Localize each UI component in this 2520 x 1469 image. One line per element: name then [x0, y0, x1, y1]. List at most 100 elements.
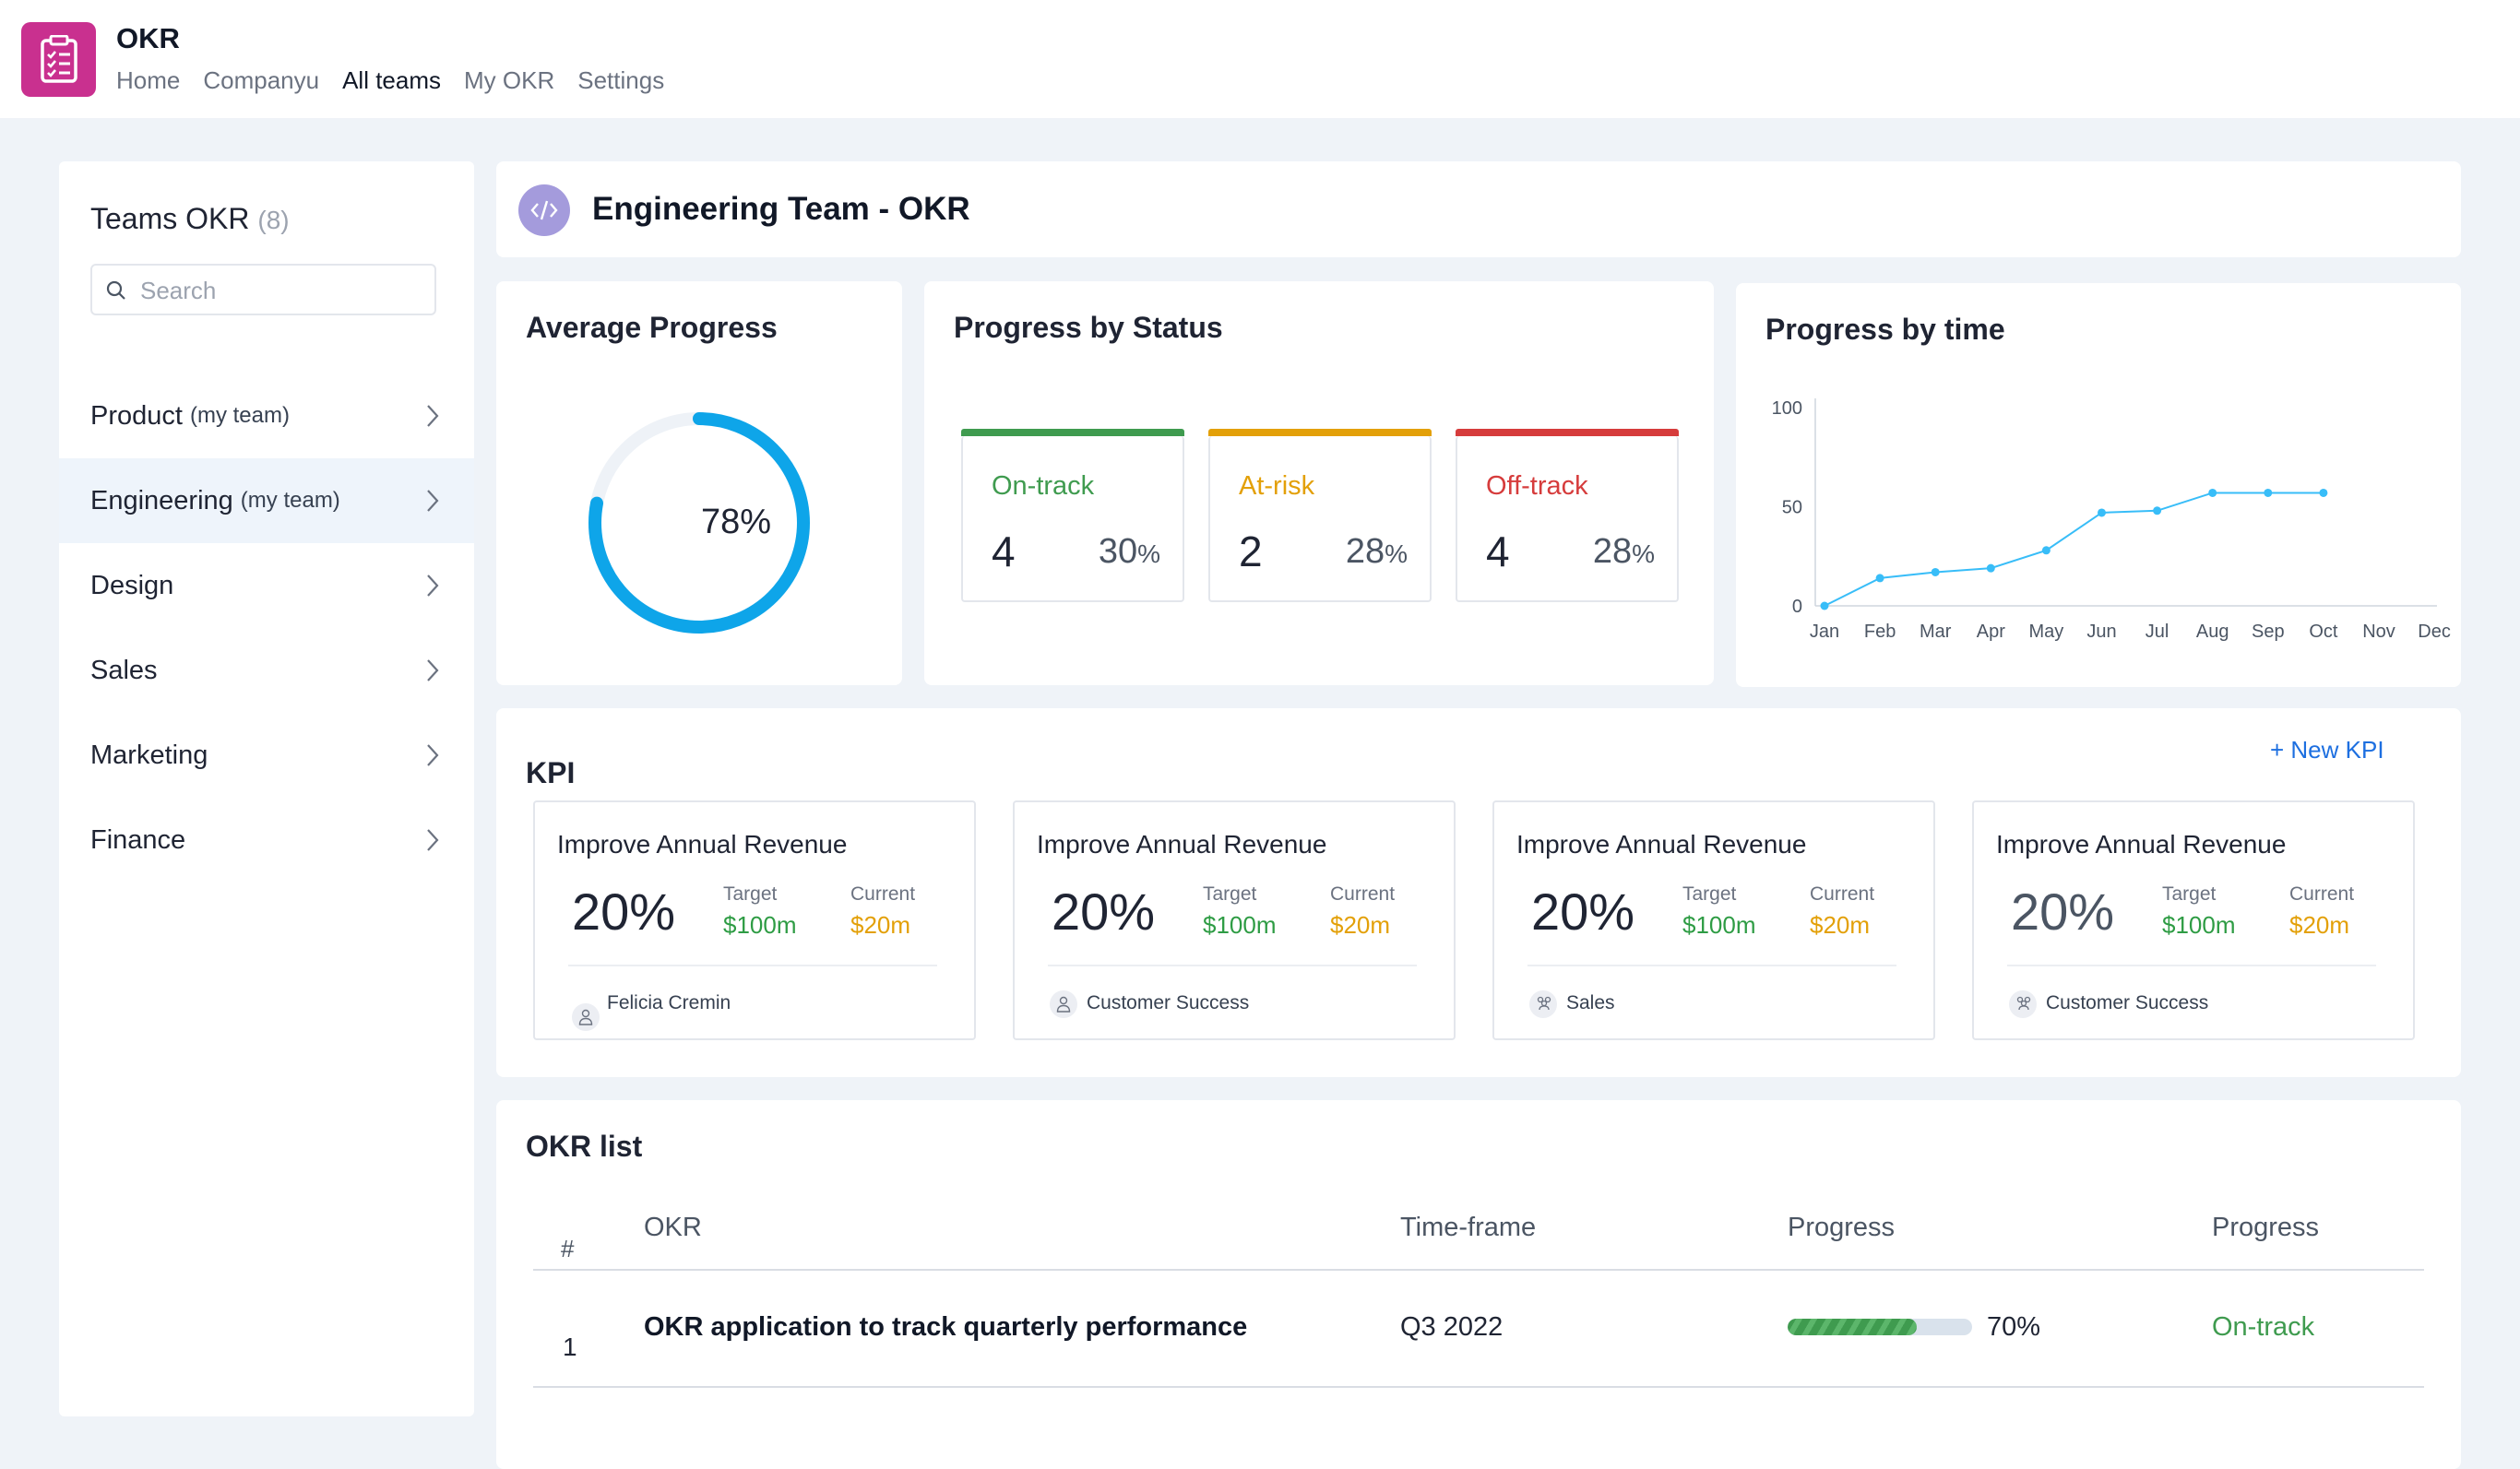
column-header-status[interactable]: Progress	[2212, 1213, 2320, 1242]
x-tick-label: Mar	[1920, 622, 1952, 642]
kpi-card[interactable]: Improve Annual Revenue 20% Target $100m …	[1013, 800, 1456, 1040]
sidebar-title-text: Teams OKR	[90, 202, 250, 235]
kpi-current-value: $20m	[1330, 911, 1391, 939]
status-color-bar	[1456, 429, 1679, 436]
status-count: 4	[1486, 527, 1510, 575]
sidebar-item-engineering[interactable]: Engineering (my team)	[59, 458, 474, 543]
okr-progress-value: 70%	[1987, 1312, 2041, 1342]
average-progress-card: Average Progress 78%	[496, 281, 902, 685]
column-header-progress[interactable]: Progress	[1788, 1213, 1896, 1242]
status-percent-unit: %	[1385, 539, 1408, 568]
chevron-right-icon	[427, 575, 439, 597]
kpi-current-value: $20m	[850, 911, 911, 939]
owner-avatar	[1050, 990, 1077, 1018]
status-at-risk[interactable]: At-risk 2 28%	[1208, 429, 1432, 602]
status-color-bar	[1208, 429, 1432, 436]
kpi-name: Improve Annual Revenue	[1037, 830, 1327, 859]
status-off-track[interactable]: Off-track 4 28%	[1456, 429, 1679, 602]
x-tick-label: Aug	[2196, 622, 2229, 642]
okr-list-title: OKR list	[526, 1130, 643, 1163]
data-point[interactable]	[2264, 488, 2273, 497]
progress-by-time-title: Progress by time	[1765, 313, 2005, 346]
chevron-right-icon	[427, 490, 439, 512]
new-kpi-button[interactable]: + New KPI	[2270, 736, 2384, 764]
status-percent-unit: %	[1137, 539, 1160, 568]
kpi-target-label: Target	[723, 883, 778, 905]
data-point[interactable]	[1931, 567, 1940, 576]
donut-progress-arc	[588, 412, 810, 634]
team-header: Engineering Team - OKR	[496, 161, 2461, 257]
sidebar-item-finance[interactable]: Finance	[59, 798, 474, 883]
my-team-tag: (my team)	[189, 403, 290, 428]
okr-list-section: OKR list # OKR Time-frame Progress Progr…	[496, 1100, 2461, 1469]
row-number: 1	[563, 1333, 577, 1361]
data-point[interactable]	[2041, 546, 2050, 555]
table-row-divider	[533, 1386, 2424, 1388]
x-tick-label: Nov	[2362, 622, 2395, 642]
kpi-current-value: $20m	[2289, 911, 2350, 939]
sidebar-item-design[interactable]: Design	[59, 543, 474, 628]
owner-avatar	[572, 1003, 600, 1031]
kpi-percent: 20%	[2011, 883, 2115, 941]
sidebar-item-label: Engineering	[90, 485, 233, 515]
team-icon	[2016, 996, 2031, 1011]
kpi-current-label: Current	[1330, 883, 1396, 905]
x-tick-label: Jan	[1810, 622, 1839, 642]
teams-list: Product (my team) Engineering (my team) …	[59, 373, 474, 883]
sidebar-item-label: Finance	[90, 824, 186, 855]
sidebar-item-marketing[interactable]: Marketing	[59, 713, 474, 798]
column-header-okr[interactable]: OKR	[644, 1213, 702, 1242]
column-header-number[interactable]: #	[561, 1235, 575, 1262]
code-icon	[530, 200, 558, 220]
data-point[interactable]	[2208, 488, 2217, 497]
sidebar-item-product[interactable]: Product (my team)	[59, 373, 474, 458]
status-percent: 30%	[1099, 532, 1160, 572]
kpi-owner: Customer Success	[2046, 992, 2209, 1013]
user-icon	[578, 1009, 593, 1025]
series-line	[1824, 492, 2324, 607]
data-point[interactable]	[1820, 601, 1829, 610]
sidebar-title: Teams OKR (8)	[90, 202, 290, 236]
search-box	[90, 264, 436, 315]
data-point[interactable]	[2319, 488, 2328, 497]
app-logo[interactable]	[21, 22, 96, 97]
sidebar-item-sales[interactable]: Sales	[59, 628, 474, 713]
x-tick-label: May	[2029, 622, 2064, 642]
team-icon	[1537, 996, 1551, 1011]
teams-count: (8)	[257, 206, 290, 234]
chevron-right-icon	[427, 659, 439, 681]
nav-all-teams[interactable]: All teams	[342, 66, 442, 94]
progress-by-status-title: Progress by Status	[954, 311, 1223, 344]
data-point[interactable]	[2153, 506, 2162, 515]
status-on-track[interactable]: On-track 4 30%	[961, 429, 1184, 602]
okr-progress-fill	[1788, 1319, 1917, 1335]
status-percent-unit: %	[1632, 539, 1655, 568]
data-point[interactable]	[1875, 574, 1884, 583]
kpi-card[interactable]: Improve Annual Revenue 20% Target $100m …	[533, 800, 976, 1040]
data-point[interactable]	[1986, 563, 1995, 573]
kpi-target-value: $100m	[723, 911, 797, 939]
kpi-card[interactable]: Improve Annual Revenue 20% Target $100m …	[1972, 800, 2415, 1040]
nav-settings[interactable]: Settings	[577, 66, 665, 94]
x-tick-label: Sep	[2252, 622, 2285, 642]
sidebar-item-label: Product	[90, 400, 183, 431]
nav-home[interactable]: Home	[116, 66, 181, 94]
status-percent: 28%	[1593, 532, 1655, 572]
x-tick-label: Dec	[2418, 622, 2451, 642]
search-input[interactable]	[140, 275, 417, 306]
my-team-tag: (my team)	[240, 488, 340, 513]
status-percent-value: 28	[1592, 532, 1633, 571]
x-tick-label: Jul	[2146, 622, 2169, 642]
main-nav: Home Companyu All teams My OKR Settings	[116, 66, 664, 95]
column-header-timeframe[interactable]: Time-frame	[1400, 1213, 1537, 1242]
data-point[interactable]	[2098, 508, 2106, 517]
okr-name[interactable]: OKR application to track quarterly perfo…	[644, 1312, 1248, 1342]
kpi-percent: 20%	[1052, 883, 1156, 941]
kpi-card[interactable]: Improve Annual Revenue 20% Target $100m …	[1492, 800, 1935, 1040]
kpi-name: Improve Annual Revenue	[1516, 830, 1807, 859]
nav-company[interactable]: Companyu	[203, 66, 320, 94]
kpi-target-label: Target	[2162, 883, 2217, 905]
nav-my-okr[interactable]: My OKR	[464, 66, 555, 94]
progress-donut	[588, 412, 810, 634]
okr-status: On-track	[2212, 1312, 2315, 1342]
